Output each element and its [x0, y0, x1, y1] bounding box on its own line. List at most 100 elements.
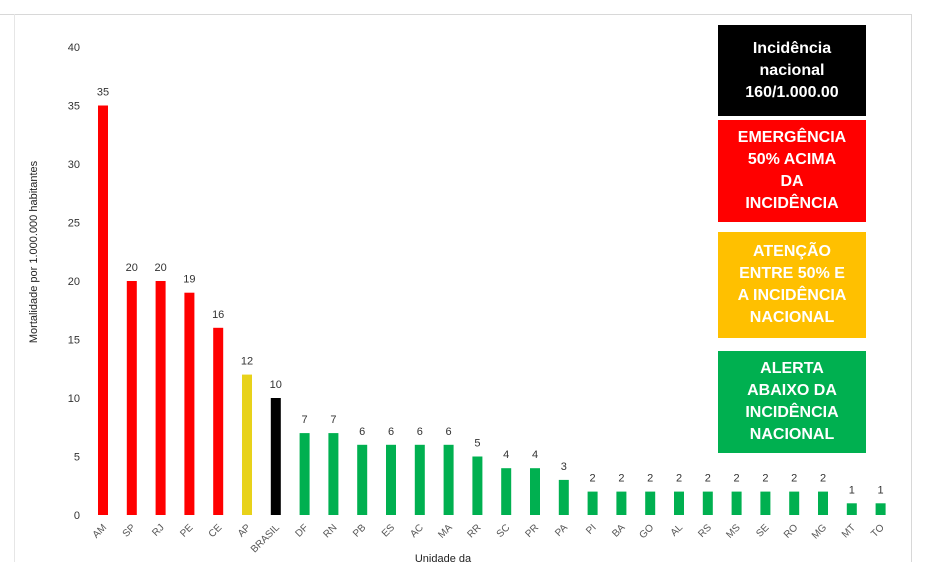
legend-alert-text: ALERTA ABAIXO DA INCIDÊNCIA NACIONAL: [745, 358, 838, 446]
legend-line: NACIONAL: [749, 426, 835, 443]
legend-alert: ALERTA ABAIXO DA INCIDÊNCIA NACIONAL: [718, 351, 866, 453]
x-tick-label-ap: AP: [236, 522, 253, 539]
data-label-ap: 12: [241, 356, 253, 368]
bar-am: [98, 105, 108, 515]
legend-national-incidence: Incidência nacional 160/1.000.00: [718, 25, 866, 116]
data-label-ce: 16: [212, 309, 224, 321]
data-label-rn: 7: [330, 414, 336, 426]
data-label-rr: 5: [474, 438, 480, 450]
x-tick-label-rn: RN: [322, 522, 340, 540]
legend-line: 50% ACIMA: [747, 151, 837, 168]
legend-emergency: EMERGÊNCIA 50% ACIMA DA INCIDÊNCIA: [718, 120, 866, 222]
x-tick-label-mt: MT: [840, 522, 858, 540]
data-label-mt: 1: [849, 484, 855, 496]
bar-pb: [357, 444, 368, 515]
data-label-pi: 2: [590, 473, 596, 485]
data-label-brasil: 10: [270, 379, 282, 391]
data-label-to: 1: [878, 484, 884, 496]
x-tick-label-pi: PI: [584, 522, 598, 536]
x-tick-label-ma: MA: [436, 522, 455, 541]
data-label-pa: 3: [561, 461, 567, 473]
data-label-es: 6: [388, 426, 394, 438]
bar-ce: [213, 327, 224, 515]
bar-ap: [242, 374, 252, 515]
bar-to: [875, 503, 886, 515]
x-tick-label-df: DF: [294, 522, 311, 539]
data-label-pb: 6: [359, 426, 365, 438]
bar-se: [760, 491, 771, 515]
legend-line: nacional: [759, 61, 825, 79]
bar-mg: [818, 491, 828, 515]
x-tick-label-al: AL: [669, 522, 686, 539]
data-label-sp: 20: [126, 262, 138, 274]
data-label-ma: 6: [446, 426, 452, 438]
y-tick-label: 0: [74, 510, 80, 522]
bar-sc: [501, 468, 512, 515]
data-label-mg: 2: [820, 473, 826, 485]
data-label-ms: 2: [734, 473, 740, 485]
legend-line: INCIDÊNCIA: [745, 404, 839, 421]
x-tick-label-rj: RJ: [150, 522, 166, 538]
legend-line: 160/1.000.00: [745, 83, 839, 101]
legend-line: INCIDÊNCIA: [745, 195, 839, 212]
x-tick-label-pb: PB: [351, 522, 368, 539]
data-label-sc: 4: [503, 449, 509, 461]
y-tick-label: 15: [68, 335, 80, 347]
data-label-go: 2: [647, 473, 653, 485]
bar-pi: [587, 491, 598, 515]
bar-rj: [155, 281, 166, 515]
x-tick-label-rs: RS: [696, 522, 714, 540]
x-tick-label-se: SE: [754, 522, 771, 539]
data-label-pr: 4: [532, 449, 538, 461]
legend-emergency-text: EMERGÊNCIA 50% ACIMA DA INCIDÊNCIA: [738, 127, 846, 215]
x-tick-label-ac: AC: [408, 522, 426, 540]
bar-sp: [126, 281, 137, 515]
bar-al: [674, 491, 684, 515]
bar-brasil: [270, 398, 281, 515]
legend-line: NACIONAL: [749, 309, 835, 326]
y-axis-title: Mortalidade por 1.000.000 habitantes: [28, 160, 40, 343]
x-tick-label-rr: RR: [466, 522, 484, 540]
data-label-df: 7: [302, 414, 308, 426]
bar-go: [645, 491, 656, 515]
x-tick-label-ce: CE: [207, 522, 225, 540]
x-tick-label-go: GO: [638, 522, 657, 541]
legend-line: ENTRE 50% E: [739, 265, 845, 282]
legend-line: ABAIXO DA: [747, 382, 837, 399]
x-tick-label-sc: SC: [495, 522, 513, 540]
bar-mt: [846, 503, 857, 515]
legend-line: Incidência: [752, 39, 832, 57]
x-tick-label-to: TO: [869, 522, 887, 540]
bar-rn: [328, 433, 339, 515]
x-tick-label-am: AM: [91, 522, 109, 540]
legend-line: DA: [780, 173, 804, 190]
x-axis-title: Unidade da: [415, 553, 472, 562]
x-tick-label-es: ES: [380, 522, 397, 539]
y-tick-label: 30: [68, 159, 80, 171]
y-tick-label: 25: [68, 218, 80, 230]
x-tick-label-ms: MS: [724, 522, 743, 541]
data-label-pe: 19: [183, 274, 195, 286]
legend-attention-text: ATENÇÃO ENTRE 50% E A INCIDÊNCIA NACIONA…: [738, 241, 847, 329]
bar-rs: [702, 491, 713, 515]
data-label-ac: 6: [417, 426, 423, 438]
legend-line: EMERGÊNCIA: [737, 129, 847, 146]
x-tick-label-ro: RO: [782, 522, 801, 541]
y-tick-label: 5: [74, 452, 80, 464]
x-tick-label-pe: PE: [178, 522, 195, 539]
data-label-am: 35: [97, 87, 109, 99]
data-label-ro: 2: [791, 473, 797, 485]
bar-ac: [414, 444, 425, 515]
data-label-se: 2: [762, 473, 768, 485]
x-tick-label-ba: BA: [610, 522, 627, 539]
y-tick-label: 10: [68, 393, 80, 405]
bar-df: [299, 433, 310, 515]
frame-right-border: [911, 14, 912, 562]
bar-pr: [530, 468, 540, 515]
x-tick-label-brasil: BRASIL: [249, 522, 282, 555]
x-tick-label-sp: SP: [121, 522, 138, 539]
x-tick-label-pa: PA: [553, 522, 570, 539]
y-tick-label: 35: [68, 101, 80, 113]
